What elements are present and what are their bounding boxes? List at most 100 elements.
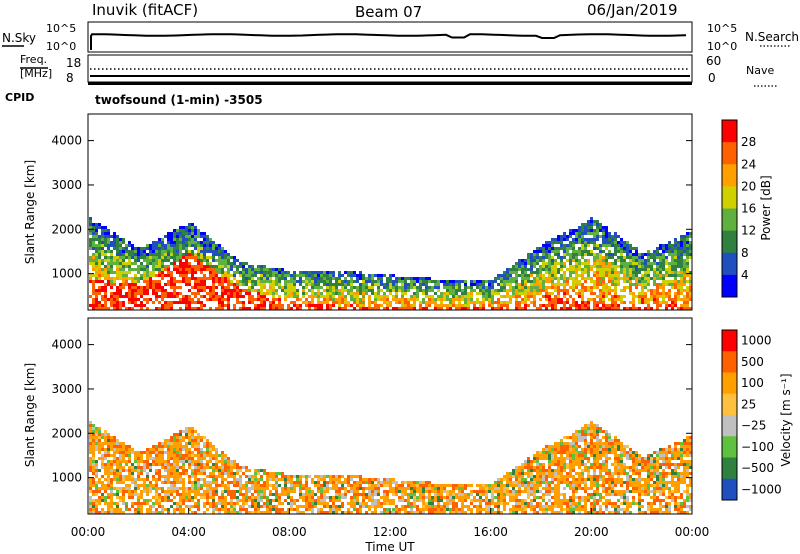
heatmap-cell	[284, 295, 287, 298]
heatmap-cell	[494, 484, 497, 487]
heatmap-cell	[428, 493, 431, 496]
heatmap-cell	[338, 271, 341, 274]
heatmap-cell	[518, 466, 521, 469]
heatmap-cell	[596, 262, 599, 265]
heatmap-cell	[122, 442, 125, 445]
heatmap-cell	[389, 487, 392, 490]
heatmap-cell	[395, 289, 398, 292]
heatmap-cell	[164, 268, 167, 271]
heatmap-cell	[116, 457, 119, 460]
heatmap-cell	[560, 274, 563, 277]
heatmap-cell	[356, 289, 359, 292]
heatmap-cell	[530, 499, 533, 502]
heatmap-cell	[362, 505, 365, 508]
heatmap-cell	[146, 265, 149, 268]
heatmap-cell	[221, 490, 224, 493]
heatmap-cell	[179, 436, 182, 439]
heatmap-cell	[611, 280, 614, 283]
heatmap-cell	[107, 445, 110, 448]
heatmap-cell	[104, 430, 107, 433]
heatmap-cell	[335, 487, 338, 490]
heatmap-cell	[665, 283, 668, 286]
heatmap-cell	[581, 286, 584, 289]
heatmap-cell	[404, 493, 407, 496]
heatmap-cell	[209, 466, 212, 469]
heatmap-cell	[272, 292, 275, 295]
heatmap-cell	[539, 475, 542, 478]
heatmap-cell	[596, 304, 599, 307]
heatmap-cell	[440, 292, 443, 295]
heatmap-cell	[239, 508, 242, 511]
heatmap-cell	[590, 280, 593, 283]
heatmap-cell	[575, 292, 578, 295]
heatmap-cell	[593, 247, 596, 250]
heatmap-cell	[251, 277, 254, 280]
heatmap-cell	[563, 289, 566, 292]
heatmap-cell	[563, 283, 566, 286]
heatmap-cell	[260, 292, 263, 295]
heatmap-cell	[356, 502, 359, 505]
heatmap-cell	[575, 235, 578, 238]
heatmap-cell	[167, 280, 170, 283]
heatmap-cell	[194, 469, 197, 472]
heatmap-cell	[140, 250, 143, 253]
heatmap-cell	[452, 511, 455, 514]
heatmap-cell	[596, 229, 599, 232]
heatmap-cell	[224, 487, 227, 490]
heatmap-cell	[284, 271, 287, 274]
heatmap-cell	[344, 295, 347, 298]
heatmap-cell	[131, 502, 134, 505]
heatmap-cell	[260, 271, 263, 274]
heatmap-cell	[671, 244, 674, 247]
heatmap-cell	[119, 283, 122, 286]
heatmap-cell	[668, 289, 671, 292]
heatmap-cell	[203, 454, 206, 457]
heatmap-cell	[518, 307, 521, 310]
heatmap-cell	[116, 442, 119, 445]
heatmap-cell	[170, 475, 173, 478]
heatmap-cell	[686, 241, 689, 244]
heatmap-cell	[659, 283, 662, 286]
heatmap-cell	[587, 277, 590, 280]
heatmap-cell	[293, 484, 296, 487]
heatmap-cell	[221, 298, 224, 301]
heatmap-cell	[368, 487, 371, 490]
heatmap-cell	[458, 283, 461, 286]
heatmap-cell	[386, 490, 389, 493]
heatmap-cell	[137, 277, 140, 280]
heatmap-cell	[617, 298, 620, 301]
heatmap-cell	[440, 301, 443, 304]
heatmap-cell	[98, 511, 101, 514]
heatmap-cell	[341, 505, 344, 508]
heatmap-cell	[545, 298, 548, 301]
heatmap-cell	[518, 283, 521, 286]
heatmap-cell	[647, 271, 650, 274]
heatmap-cell	[122, 247, 125, 250]
heatmap-cell	[188, 460, 191, 463]
heatmap-cell	[110, 256, 113, 259]
heatmap-cell	[92, 301, 95, 304]
heatmap-cell	[449, 499, 452, 502]
heatmap-cell	[188, 295, 191, 298]
heatmap-cell	[578, 259, 581, 262]
heatmap-cell	[191, 430, 194, 433]
heatmap-cell	[593, 256, 596, 259]
heatmap-cell	[173, 442, 176, 445]
heatmap-cell	[341, 280, 344, 283]
heatmap-cell	[614, 238, 617, 241]
heatmap-cell	[317, 502, 320, 505]
heatmap-cell	[344, 511, 347, 514]
heatmap-cell	[206, 250, 209, 253]
heatmap-cell	[527, 496, 530, 499]
heatmap-cell	[89, 229, 92, 232]
heatmap-cell	[179, 301, 182, 304]
heatmap-cell	[623, 286, 626, 289]
heatmap-cell	[212, 493, 215, 496]
heatmap-cell	[110, 502, 113, 505]
heatmap-cell	[290, 508, 293, 511]
heatmap-cell	[515, 262, 518, 265]
heatmap-cell	[572, 238, 575, 241]
heatmap-cell	[143, 259, 146, 262]
heatmap-cell	[383, 484, 386, 487]
heatmap-cell	[578, 280, 581, 283]
